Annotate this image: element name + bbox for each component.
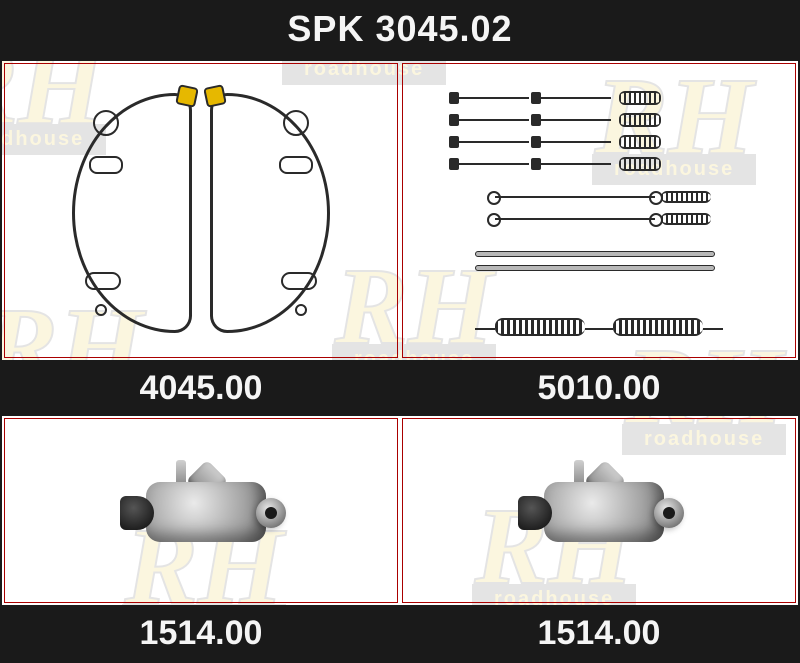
top-label-bar: 4045.00 5010.00 [2, 360, 798, 416]
brake-shoe-left-icon [72, 93, 192, 333]
wheel-cylinder-icon [106, 456, 296, 566]
wheel-cylinder-icon [504, 456, 694, 566]
struts-icon [475, 251, 715, 271]
bottom-label-bar: 1514.00 1514.00 [2, 605, 798, 661]
hardware-kit-diagram [415, 73, 783, 349]
part-number-label: 1514.00 [2, 605, 400, 661]
return-springs-icon [495, 191, 711, 225]
part-number-label: 5010.00 [400, 360, 798, 416]
content-column: SPK 3045.02 [2, 2, 798, 661]
pins-and-coils-icon [455, 91, 661, 171]
kit-title: SPK 3045.02 [287, 8, 512, 49]
panel-hardware-kit [402, 63, 796, 358]
product-kit-card: RHroadhouse RHroadhouse RHroadhouse RHro… [0, 0, 800, 663]
panel-wheel-cylinder-right [402, 418, 796, 603]
part-number-label: 1514.00 [400, 605, 798, 661]
panel-wheel-cylinder-left [4, 418, 398, 603]
brake-shoe-diagram [17, 73, 385, 349]
part-number-label: 4045.00 [2, 360, 400, 416]
kit-title-bar: SPK 3045.02 [2, 2, 798, 60]
panel-brake-shoes [4, 63, 398, 358]
hold-down-springs-icon [495, 318, 703, 336]
bottom-row [2, 416, 798, 605]
top-row [2, 60, 798, 360]
brake-shoe-right-icon [210, 93, 330, 333]
